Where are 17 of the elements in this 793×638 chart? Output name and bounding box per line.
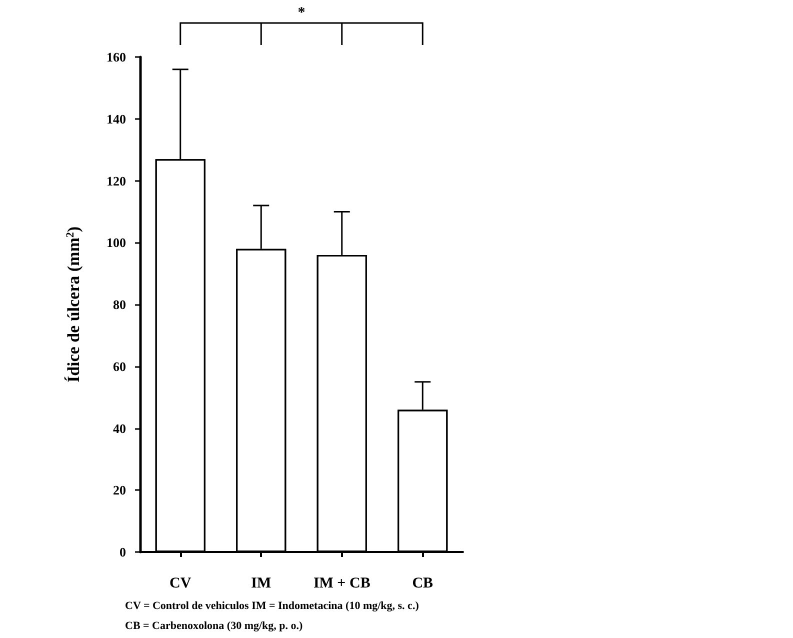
x-tick-label: IM + CB	[313, 576, 370, 592]
y-tick-label: 80	[113, 297, 126, 312]
text: *	[298, 5, 306, 21]
y-tick-label: 0	[120, 544, 126, 560]
x-tick-label: CV	[170, 576, 192, 592]
y-tick-label: 140	[106, 111, 126, 126]
y-tick-label: 160	[106, 50, 126, 64]
y-tick-label: 120	[106, 173, 126, 188]
y-tick-label: 60	[113, 358, 126, 374]
x-tick-label: IM	[251, 576, 272, 592]
text: CV = Control de vehiculos IM = Indometacina (10 mg/kg, s. c.)	[125, 600, 419, 612]
y-tick-label: 20	[113, 482, 126, 498]
text: CB = Carbenoxolona (30 mg/kg, p. o.)	[125, 620, 304, 632]
x-tick-label: CB	[412, 576, 434, 592]
y-tick-label: 40	[113, 420, 126, 436]
y-axis-title: Ídice de úlcera (mm2)	[64, 226, 83, 383]
y-tick-label: 100	[106, 235, 126, 250]
